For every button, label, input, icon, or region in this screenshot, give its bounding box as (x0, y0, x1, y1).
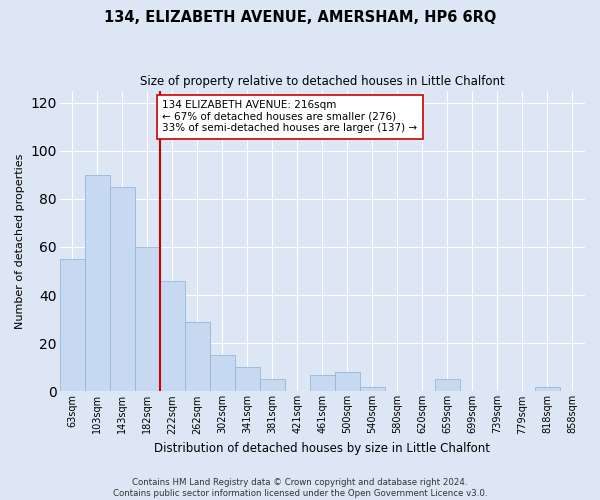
Text: Contains HM Land Registry data © Crown copyright and database right 2024.
Contai: Contains HM Land Registry data © Crown c… (113, 478, 487, 498)
X-axis label: Distribution of detached houses by size in Little Chalfont: Distribution of detached houses by size … (154, 442, 490, 455)
Bar (185, 322, 210, 392)
Bar (135, 247, 160, 392)
Bar (360, 386, 385, 392)
Bar (335, 372, 360, 392)
Bar (60, 259, 85, 392)
Title: Size of property relative to detached houses in Little Chalfont: Size of property relative to detached ho… (140, 75, 505, 88)
Text: 134 ELIZABETH AVENUE: 216sqm
← 67% of detached houses are smaller (276)
33% of s: 134 ELIZABETH AVENUE: 216sqm ← 67% of de… (162, 100, 418, 134)
Bar (110, 187, 135, 392)
Bar (160, 280, 185, 392)
Bar (210, 356, 235, 392)
Bar (85, 175, 110, 392)
Text: 134, ELIZABETH AVENUE, AMERSHAM, HP6 6RQ: 134, ELIZABETH AVENUE, AMERSHAM, HP6 6RQ (104, 10, 496, 25)
Bar (260, 380, 285, 392)
Y-axis label: Number of detached properties: Number of detached properties (15, 154, 25, 328)
Bar (310, 374, 335, 392)
Bar (435, 380, 460, 392)
Bar (235, 368, 260, 392)
Bar (535, 386, 560, 392)
